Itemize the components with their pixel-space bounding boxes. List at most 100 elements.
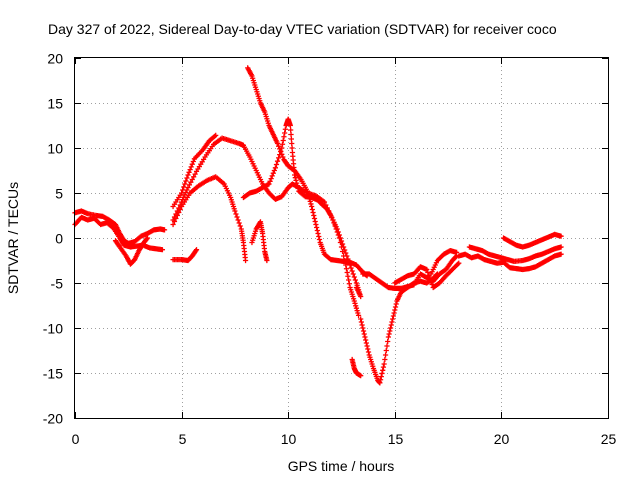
data-point — [189, 161, 195, 167]
series-arc-4 — [170, 247, 200, 264]
data-point — [344, 253, 350, 259]
data-point — [346, 281, 352, 287]
data-point — [293, 177, 299, 183]
data-point — [288, 131, 294, 138]
data-point — [428, 278, 434, 285]
data-point — [427, 275, 433, 282]
y-tick-label: 10 — [47, 141, 63, 157]
data-point — [289, 140, 295, 147]
data-point — [313, 221, 319, 228]
data-point — [212, 133, 218, 139]
data-point — [232, 208, 238, 214]
data-point — [336, 232, 342, 238]
data-point — [307, 198, 313, 204]
data-point — [378, 374, 384, 380]
data-point — [315, 230, 321, 237]
data-point — [351, 298, 357, 304]
data-point — [185, 172, 191, 178]
data-point — [272, 165, 279, 171]
data-point — [269, 173, 275, 179]
data-point — [159, 247, 166, 253]
data-point — [311, 212, 317, 219]
x-tick-label: 0 — [72, 431, 80, 447]
data-point — [344, 269, 350, 276]
data-point — [237, 223, 243, 229]
data-point — [268, 176, 274, 182]
data-point — [335, 229, 341, 235]
data-point — [360, 328, 367, 334]
data-point — [360, 325, 366, 331]
data-point — [455, 261, 461, 267]
data-point — [308, 201, 314, 207]
axis-ticks: 0 5 10 15 20 25 -20 -15 -10 -5 0 5 10 15 20 — [43, 51, 617, 448]
data-point — [380, 364, 387, 370]
data-point — [282, 126, 288, 132]
series-arc-10 — [249, 219, 270, 264]
data-point — [312, 218, 318, 225]
series-arc-13 — [360, 253, 460, 291]
y-tick-label: -10 — [43, 321, 63, 337]
data-point — [276, 143, 282, 149]
data-point — [144, 235, 151, 241]
data-point — [233, 211, 239, 217]
data-point — [385, 338, 391, 345]
data-point — [558, 233, 564, 239]
data-point — [353, 305, 360, 311]
data-point — [391, 310, 397, 316]
x-tick-label: 25 — [601, 431, 617, 447]
data-point — [193, 247, 200, 253]
x-tick-label: 10 — [281, 431, 297, 447]
y-tick-label: -15 — [43, 366, 63, 382]
data-point — [309, 203, 315, 210]
data-point — [379, 370, 385, 377]
data-point — [456, 260, 462, 266]
data-point — [190, 158, 196, 165]
data-point — [173, 215, 179, 222]
data-point — [309, 206, 315, 213]
data-point — [316, 233, 322, 240]
data-point — [392, 304, 399, 310]
y-tick-label: -20 — [43, 411, 63, 427]
data-point — [270, 170, 276, 176]
data-point — [186, 169, 192, 175]
data-point — [306, 196, 313, 202]
data-point — [276, 155, 282, 161]
data-point — [358, 319, 364, 325]
data-point — [236, 220, 242, 226]
data-point — [424, 266, 430, 273]
data-point — [352, 300, 358, 306]
data-point — [171, 218, 178, 225]
data-point — [392, 307, 398, 313]
data-point — [304, 188, 310, 194]
y-tick-label: 15 — [47, 96, 63, 112]
data-point — [184, 175, 190, 181]
data-point — [341, 244, 347, 250]
data-point — [385, 334, 392, 340]
data-point — [383, 347, 389, 354]
data-point — [350, 271, 356, 277]
data-point — [289, 145, 295, 151]
data-point — [242, 257, 249, 264]
data-point — [355, 312, 362, 318]
data-point — [288, 127, 294, 133]
data-point — [362, 334, 368, 340]
data-point — [358, 316, 364, 322]
data-point — [213, 132, 219, 138]
data-point — [314, 227, 320, 234]
series-arc-15 — [428, 248, 460, 277]
data-point — [393, 301, 399, 307]
data-point — [264, 257, 270, 264]
x-tick-label: 5 — [179, 431, 187, 447]
data-point — [292, 175, 298, 181]
data-point — [192, 171, 198, 177]
y-tick-label: 0 — [55, 231, 63, 247]
data-point — [144, 236, 150, 242]
data-point — [183, 178, 189, 184]
data-point — [388, 322, 394, 328]
data-point — [353, 303, 359, 309]
series-arc-18 — [500, 231, 564, 250]
data-point — [349, 268, 355, 274]
data-point — [386, 331, 392, 337]
data-point — [305, 191, 311, 197]
series-arc-3 — [112, 235, 151, 267]
